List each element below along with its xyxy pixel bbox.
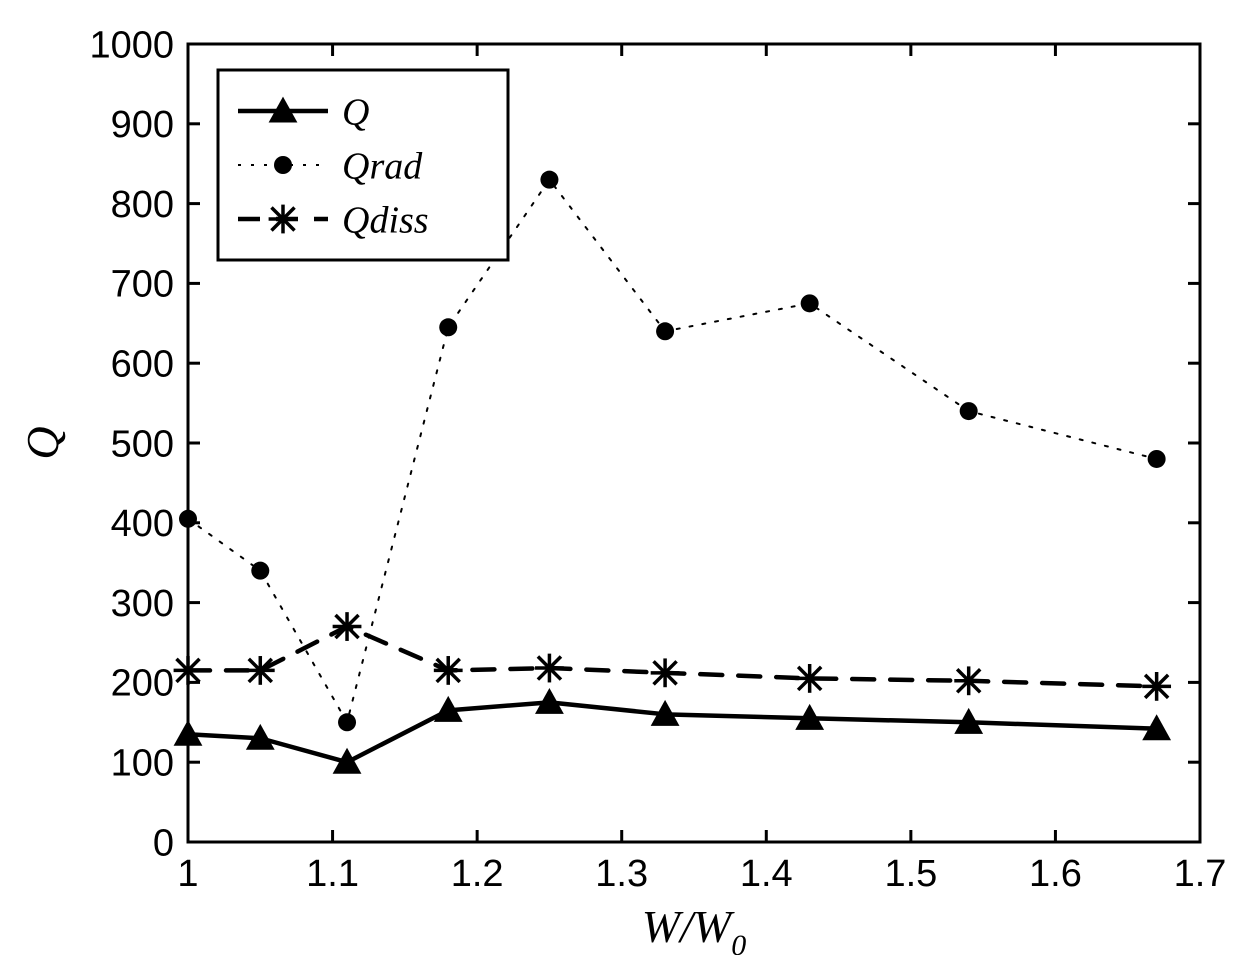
legend-label-Qrad: Qrad <box>342 145 423 187</box>
marker-circle <box>274 156 292 174</box>
marker-circle <box>251 562 269 580</box>
y-tick-label: 600 <box>111 344 174 386</box>
x-tick-label: 1.2 <box>451 853 504 895</box>
marker-asterisk <box>651 658 680 687</box>
y-tick-label: 800 <box>111 184 174 226</box>
chart-container: 1 1.1 1.2 1.3 1.4 1.5 1.6 1.7 0 100 200 300 400 500 60… <box>0 0 1240 955</box>
y-axis-label: Q <box>17 426 68 459</box>
x-tick-label: 1.1 <box>306 853 359 895</box>
x-tick-label: 1.4 <box>740 853 793 895</box>
marker-asterisk <box>174 656 203 685</box>
marker-asterisk <box>333 612 362 641</box>
marker-circle <box>656 322 674 340</box>
marker-asterisk <box>954 666 983 695</box>
marker-asterisk <box>269 205 298 234</box>
x-tick-label: 1.5 <box>884 853 937 895</box>
x-tick-label: 1 <box>177 853 198 895</box>
y-tick-label: 700 <box>111 264 174 306</box>
chart-svg: 1 1.1 1.2 1.3 1.4 1.5 1.6 1.7 0 100 200 300 400 500 60… <box>0 0 1240 955</box>
y-tick-label: 900 <box>111 104 174 146</box>
marker-circle <box>801 294 819 312</box>
y-tick-label: 1000 <box>89 24 174 66</box>
marker-circle <box>179 510 197 528</box>
chart-background <box>0 0 1240 955</box>
marker-asterisk <box>434 656 463 685</box>
y-tick-label: 300 <box>111 583 174 625</box>
legend-label-Q: Q <box>342 91 369 133</box>
marker-circle <box>960 402 978 420</box>
marker-asterisk <box>535 654 564 683</box>
y-tick-label: 200 <box>111 663 174 705</box>
y-tick-label: 500 <box>111 423 174 465</box>
x-tick-label: 1.7 <box>1174 853 1227 895</box>
x-axis-label: W/W0 <box>642 901 746 955</box>
marker-asterisk <box>1142 672 1171 701</box>
y-tick-label: 100 <box>111 743 174 785</box>
marker-circle <box>439 318 457 336</box>
x-tick-label: 1.6 <box>1029 853 1082 895</box>
legend-label-Qdiss: Qdiss <box>342 199 429 241</box>
marker-asterisk <box>246 656 275 685</box>
x-tick-label: 1.3 <box>595 853 648 895</box>
marker-circle <box>540 171 558 189</box>
marker-circle <box>1148 450 1166 468</box>
marker-circle <box>338 713 356 731</box>
y-tick-label: 400 <box>111 503 174 545</box>
y-tick-label: 0 <box>153 822 174 864</box>
marker-asterisk <box>795 664 824 693</box>
